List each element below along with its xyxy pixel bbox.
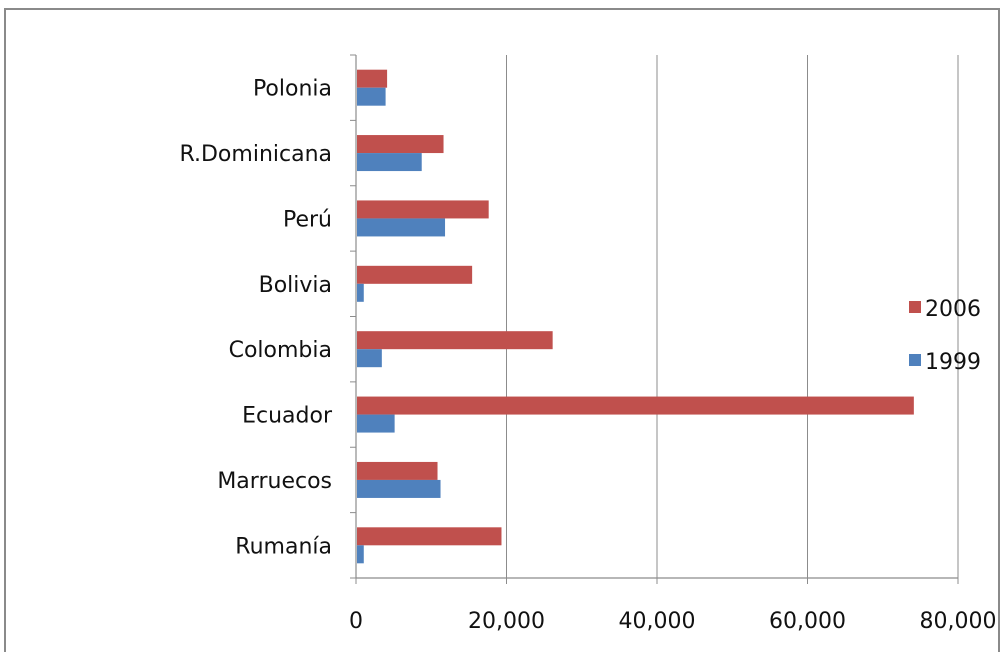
bar-1999-Colombia: [357, 349, 382, 368]
bar-2006-Polonia: [357, 69, 388, 88]
x-tick-label: 40,000: [619, 609, 696, 634]
category-label: Perú: [283, 207, 332, 232]
legend-label-2006: 2006: [925, 297, 981, 322]
category-label: Polonia: [253, 77, 332, 102]
bar-2006-Bolivia: [357, 265, 473, 284]
x-tick-label: 20,000: [468, 609, 545, 634]
bar-1999-Marruecos: [357, 479, 441, 498]
category-label: Rumanía: [235, 534, 332, 559]
chart-frame: [4, 8, 1000, 652]
bar-1999-Bolivia: [357, 283, 364, 302]
bar-2006-Marruecos: [357, 461, 438, 480]
category-labels: Polonia R.Dominicana Perú Bolivia Colombia Ec…: [180, 77, 333, 560]
category-label: R.Dominicana: [180, 142, 333, 167]
legend-label-1999: 1999: [925, 350, 981, 375]
category-label: Ecuador: [242, 404, 333, 429]
x-tick-label: 0: [349, 609, 363, 634]
category-label: Marruecos: [217, 469, 332, 494]
legend-swatch-1999: [909, 354, 921, 366]
bar-2006-Ecuador: [357, 396, 914, 415]
category-label: Bolivia: [259, 273, 332, 298]
bars: [357, 69, 914, 564]
gridlines: [506, 55, 959, 578]
x-tick-label: 80,000: [920, 609, 997, 634]
bar-2006-Colombia: [357, 331, 553, 350]
bar-1999-Ecuador: [357, 414, 395, 433]
bar-1999-Polonia: [357, 87, 386, 106]
x-tick-label: 60,000: [769, 609, 846, 634]
x-tick-labels: 0 20,000 40,000 60,000 80,000: [349, 609, 996, 634]
bar-2006-Perú: [357, 200, 489, 219]
bar-2006-Rumanía: [357, 527, 502, 546]
bar-1999-Rumanía: [357, 545, 364, 564]
bar-1999-R.Dominicana: [357, 153, 422, 172]
legend: 2006 1999: [909, 297, 981, 375]
bar-1999-Perú: [357, 218, 446, 237]
axes: [350, 54, 959, 584]
legend-swatch-2006: [909, 301, 921, 313]
category-label: Colombia: [229, 338, 332, 363]
bar-2006-R.Dominicana: [357, 135, 444, 154]
